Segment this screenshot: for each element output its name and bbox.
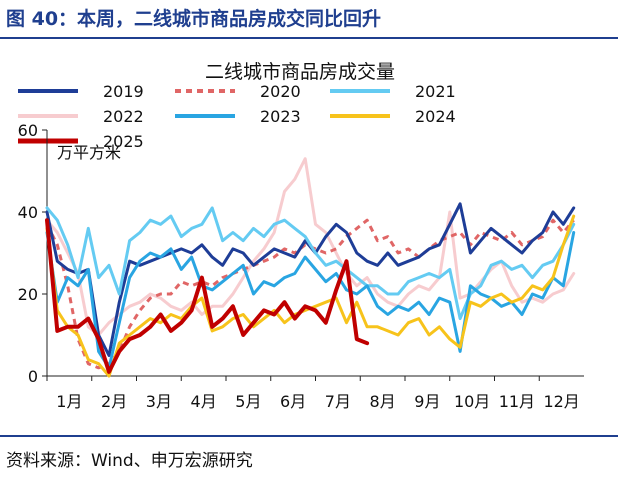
x-tick-label: 6月 (280, 392, 306, 411)
legend-label-2021: 2021 (415, 82, 456, 101)
x-tick-label: 1月 (56, 392, 82, 411)
y-tick-label: 40 (18, 203, 38, 222)
x-tick-label: 5月 (235, 392, 261, 411)
chart-title: 二线城市商品房成交量 (205, 61, 395, 83)
x-tick-label: 7月 (325, 392, 351, 411)
chart-axes: 0 20 40 60 1月 2月 3月 4月 5月 6月 7月 8月 9月 10月 11月 12月 (18, 121, 584, 411)
series-line-2021 (45, 206, 576, 321)
legend-label-2023: 2023 (260, 107, 301, 126)
x-tick-label: 2月 (101, 392, 127, 411)
chart-legend: 2019 2020 2021 2022 2023 2024 2025 (18, 82, 456, 151)
x-tick-label: 11月 (499, 392, 535, 411)
legend-label-2022: 2022 (103, 107, 144, 126)
legend-label-2024: 2024 (415, 107, 456, 126)
x-tick-label: 3月 (146, 392, 172, 411)
x-tick-label: 8月 (370, 392, 396, 411)
y-tick-label: 0 (28, 367, 38, 386)
series-line-2025 (45, 218, 370, 374)
series-line-2019 (45, 202, 576, 357)
legend-label-2019: 2019 (103, 82, 144, 101)
x-tick-label: 9月 (414, 392, 440, 411)
legend-label-2020: 2020 (260, 82, 301, 101)
x-tick-label: 4月 (191, 392, 217, 411)
series-layer (45, 157, 576, 378)
y-axis-unit-label: 万平方米 (57, 143, 121, 162)
series-line-2023 (45, 231, 576, 370)
source-divider (0, 435, 618, 437)
y-tick-label: 20 (18, 285, 38, 304)
source-note: 资料来源：Wind、申万宏源研究 (6, 451, 253, 471)
title-divider (0, 37, 618, 39)
legend-label-2025: 2025 (103, 132, 144, 151)
figure-title: 图 40：本周，二线城市商品房成交同比回升 (6, 8, 382, 30)
x-tick-label: 10月 (454, 392, 490, 411)
y-tick-label: 60 (18, 121, 38, 140)
x-tick-label: 12月 (543, 392, 579, 411)
